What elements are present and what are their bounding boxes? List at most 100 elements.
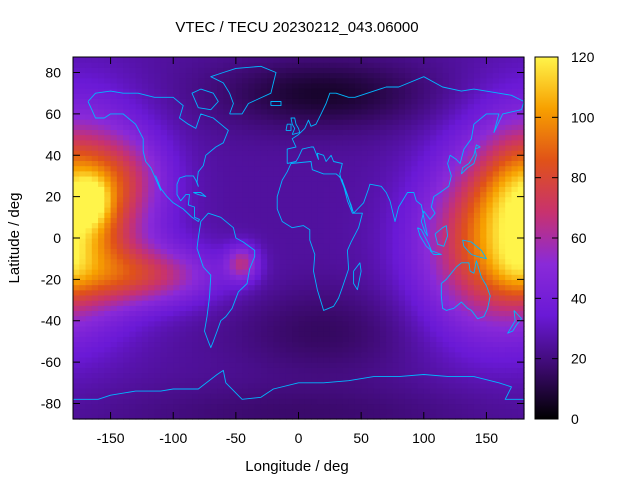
heatmap-cell [423, 165, 431, 172]
heatmap-cell [285, 382, 293, 389]
heatmap-cell [116, 367, 124, 374]
heatmap-cell [110, 139, 118, 146]
heatmap-cell [386, 274, 394, 280]
heatmap-cell [91, 413, 99, 420]
heatmap-cell [85, 325, 93, 332]
heatmap-cell [135, 88, 143, 94]
heatmap-cell [279, 129, 287, 136]
heatmap-cell [185, 336, 193, 343]
heatmap-cell [98, 408, 105, 415]
heatmap-cell [373, 362, 381, 368]
heatmap-cell [229, 103, 237, 110]
heatmap-cell [285, 274, 293, 280]
heatmap-cell [473, 320, 481, 327]
heatmap-cell [492, 144, 500, 151]
heatmap-cell [411, 274, 419, 280]
heatmap-cell [223, 206, 231, 213]
heatmap-cell [260, 98, 268, 105]
heatmap-cell [267, 88, 275, 94]
heatmap-cell [292, 393, 300, 399]
heatmap-cell [304, 315, 312, 322]
heatmap-cell [411, 305, 419, 311]
heatmap-cell [417, 289, 425, 296]
heatmap-cell [379, 113, 387, 120]
heatmap-cell [154, 300, 162, 306]
heatmap-cell [210, 88, 218, 94]
heatmap-cell [298, 170, 306, 177]
heatmap-cell [254, 325, 262, 332]
heatmap-cell [361, 320, 368, 327]
heatmap-cell [267, 134, 275, 141]
heatmap-cell [242, 372, 249, 379]
heatmap-cell [361, 258, 368, 265]
heatmap-cell [517, 196, 525, 203]
heatmap-cell [285, 346, 293, 353]
heatmap-cell [417, 150, 425, 156]
heatmap-cell [361, 227, 368, 234]
heatmap-cell [242, 103, 249, 110]
heatmap-cell [517, 413, 525, 420]
heatmap-cell [317, 155, 325, 162]
heatmap-cell [336, 289, 343, 296]
heatmap-cell [104, 398, 112, 405]
heatmap-cell [104, 165, 112, 172]
heatmap-cell [273, 372, 281, 379]
heatmap-cell [398, 160, 406, 167]
heatmap-cell [235, 367, 243, 374]
heatmap-cell [317, 279, 325, 286]
heatmap-cell [217, 108, 224, 115]
heatmap-cell [91, 93, 99, 99]
heatmap-cell [492, 217, 500, 224]
heatmap-cell [486, 227, 494, 234]
heatmap-cell [229, 129, 237, 136]
heatmap-cell [442, 98, 450, 105]
heatmap-cell [292, 103, 300, 110]
heatmap-cell [148, 72, 156, 79]
heatmap-cell [248, 362, 256, 368]
heatmap-cell [254, 155, 262, 162]
heatmap-cell [455, 325, 462, 332]
heatmap-cell [223, 191, 231, 198]
heatmap-cell [354, 77, 362, 84]
heatmap-cell [292, 258, 300, 265]
heatmap-cell [235, 346, 243, 353]
heatmap-cell [329, 165, 337, 172]
heatmap-cell [148, 403, 156, 410]
heatmap-cell [392, 124, 400, 130]
heatmap-cell [141, 398, 149, 405]
heatmap-cell [323, 77, 331, 84]
heatmap-cell [79, 253, 87, 260]
heatmap-cell [110, 341, 118, 348]
heatmap-cell [85, 82, 93, 89]
heatmap-cell [85, 310, 93, 317]
heatmap-cell [336, 351, 343, 358]
heatmap-cell [379, 196, 387, 203]
heatmap-cell [467, 165, 475, 172]
heatmap-cell [91, 144, 99, 151]
heatmap-cell [423, 217, 431, 224]
heatmap-cell [511, 212, 519, 218]
heatmap-cell [505, 201, 513, 208]
heatmap-cell [235, 403, 243, 410]
heatmap-cell [442, 398, 450, 405]
heatmap-cell [486, 206, 494, 213]
heatmap-cell [480, 82, 488, 89]
heatmap-cell [79, 129, 87, 136]
heatmap-cell [404, 351, 412, 358]
heatmap-cell [98, 217, 105, 224]
heatmap-cell [486, 310, 494, 317]
heatmap-cell [467, 248, 475, 255]
heatmap-cell [166, 238, 174, 244]
heatmap-cell [442, 155, 450, 162]
heatmap-cell [386, 413, 394, 420]
heatmap-cell [248, 103, 256, 110]
heatmap-cell [273, 331, 281, 337]
heatmap-cell [173, 232, 181, 239]
heatmap-cell [254, 191, 262, 198]
heatmap-cell [329, 62, 337, 68]
heatmap-cell [223, 269, 231, 275]
heatmap-cell [110, 181, 118, 187]
heatmap-cell [398, 134, 406, 141]
heatmap-cell [98, 103, 105, 110]
heatmap-cell [461, 351, 469, 358]
